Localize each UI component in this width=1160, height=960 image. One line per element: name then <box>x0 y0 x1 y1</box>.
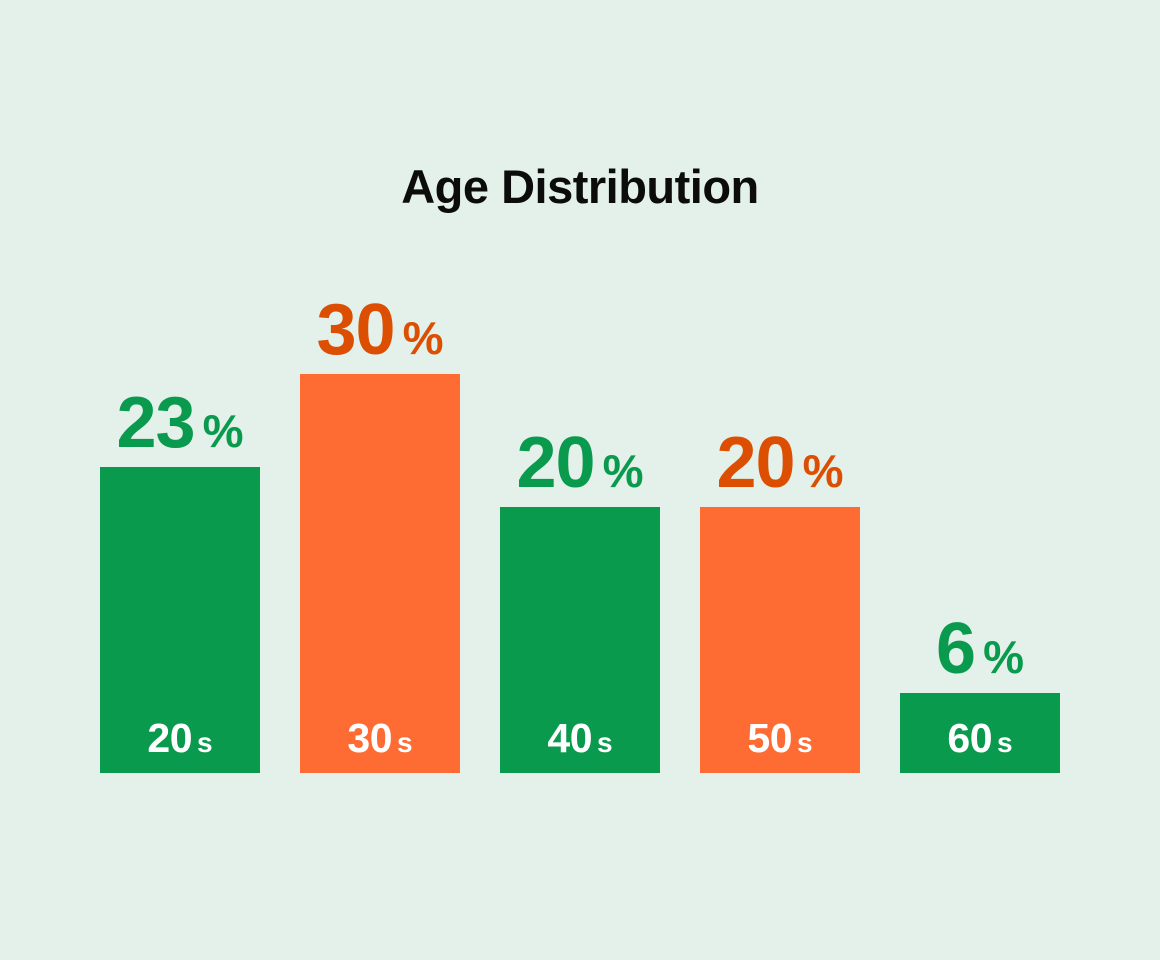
category-suffix: s <box>797 727 813 758</box>
category-label-50s: 50 s <box>700 718 860 759</box>
percent-sign: % <box>202 405 244 457</box>
category-label-30s: 30 s <box>300 718 460 759</box>
category-label-20s: 20 s <box>100 718 260 759</box>
category-number: 40 <box>547 715 593 761</box>
category-number: 50 <box>747 715 793 761</box>
value-number: 30 <box>316 290 396 370</box>
category-label-60s: 60 s <box>900 718 1060 759</box>
bar-group-20s: 23% 20 s <box>100 387 260 773</box>
percent-sign: % <box>602 445 644 497</box>
value-label-30s: 30% <box>317 294 444 366</box>
value-number: 23 <box>116 383 196 463</box>
bar-50s: 50 s <box>700 507 860 773</box>
category-suffix: s <box>997 727 1013 758</box>
bar-30s: 30 s <box>300 374 460 773</box>
bar-40s: 40 s <box>500 507 660 773</box>
value-number: 6 <box>936 609 976 689</box>
chart-title: Age Distribution <box>401 160 759 213</box>
category-number: 20 <box>147 715 193 761</box>
value-label-50s: 20% <box>717 427 844 499</box>
bar-60s: 60 s <box>900 693 1060 773</box>
bar-group-50s: 20% 50 s <box>700 427 860 773</box>
bar-group-60s: 6% 60 s <box>900 613 1060 773</box>
percent-sign: % <box>802 445 844 497</box>
bars-row: 23% 20 s 30% 30 s 20% <box>100 294 1060 773</box>
category-suffix: s <box>397 727 413 758</box>
percent-sign: % <box>402 312 444 364</box>
value-label-60s: 6% <box>936 613 1024 685</box>
value-label-20s: 23% <box>117 387 244 459</box>
value-number: 20 <box>516 423 596 503</box>
category-suffix: s <box>197 727 213 758</box>
category-label-40s: 40 s <box>500 718 660 759</box>
bar-group-40s: 20% 40 s <box>500 427 660 773</box>
percent-sign: % <box>983 631 1024 683</box>
value-label-40s: 20% <box>517 427 644 499</box>
category-number: 60 <box>947 715 993 761</box>
value-number: 20 <box>716 423 796 503</box>
category-number: 30 <box>347 715 393 761</box>
bar-group-30s: 30% 30 s <box>300 294 460 773</box>
bar-20s: 20 s <box>100 467 260 773</box>
category-suffix: s <box>597 727 613 758</box>
